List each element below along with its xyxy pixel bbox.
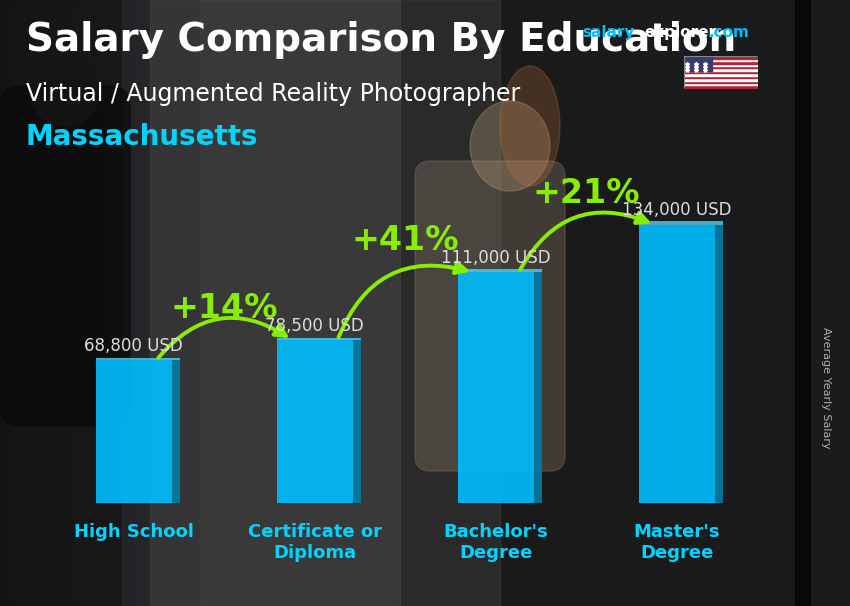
Text: explorer: explorer — [644, 25, 717, 41]
Polygon shape — [172, 360, 180, 503]
Text: .com: .com — [709, 25, 750, 41]
Circle shape — [30, 56, 100, 126]
Text: +14%: +14% — [170, 292, 278, 325]
Text: Average Yearly Salary: Average Yearly Salary — [821, 327, 831, 448]
Polygon shape — [353, 340, 361, 503]
Text: Bachelor's
Degree: Bachelor's Degree — [444, 523, 548, 562]
Text: High School: High School — [74, 523, 194, 541]
FancyBboxPatch shape — [458, 272, 534, 503]
Text: 134,000 USD: 134,000 USD — [622, 201, 732, 219]
Polygon shape — [458, 269, 542, 272]
Text: salary: salary — [582, 25, 635, 41]
FancyBboxPatch shape — [95, 360, 172, 503]
Polygon shape — [534, 272, 542, 503]
Polygon shape — [277, 338, 361, 340]
Text: Certificate or
Diploma: Certificate or Diploma — [247, 523, 382, 562]
Text: Virtual / Augmented Reality Photographer: Virtual / Augmented Reality Photographer — [26, 82, 519, 106]
FancyArrowPatch shape — [338, 262, 466, 338]
FancyBboxPatch shape — [0, 86, 130, 426]
Text: Salary Comparison By Education: Salary Comparison By Education — [26, 21, 736, 59]
Text: 78,500 USD: 78,500 USD — [265, 317, 364, 335]
Polygon shape — [639, 221, 723, 225]
Polygon shape — [95, 358, 180, 360]
Text: 111,000 USD: 111,000 USD — [441, 249, 551, 267]
Ellipse shape — [500, 66, 560, 186]
FancyBboxPatch shape — [277, 340, 353, 503]
Polygon shape — [715, 225, 723, 503]
FancyBboxPatch shape — [639, 225, 715, 503]
Text: +21%: +21% — [533, 176, 640, 210]
Text: 68,800 USD: 68,800 USD — [84, 337, 183, 355]
Text: Massachusetts: Massachusetts — [26, 123, 258, 151]
Ellipse shape — [470, 101, 550, 191]
Text: Master's
Degree: Master's Degree — [634, 523, 720, 562]
FancyArrowPatch shape — [520, 213, 648, 270]
Text: +41%: +41% — [352, 224, 459, 258]
FancyArrowPatch shape — [158, 318, 286, 358]
FancyBboxPatch shape — [415, 161, 565, 471]
